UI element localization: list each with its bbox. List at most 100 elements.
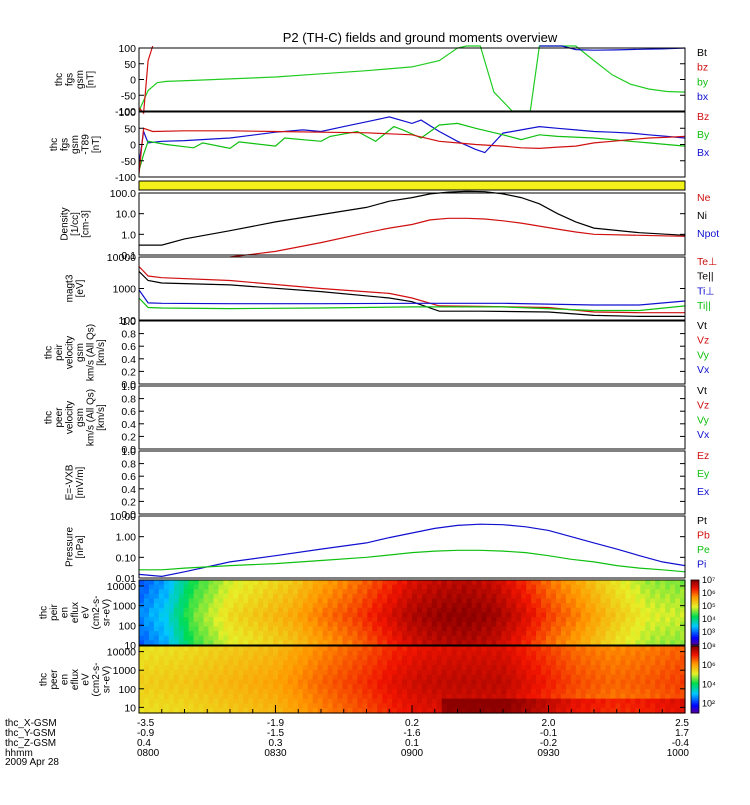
spectrogram-cell <box>193 693 200 700</box>
spectrogram-cell <box>471 665 478 671</box>
spectrogram-cell <box>630 646 636 652</box>
spectrogram-cell <box>675 635 681 641</box>
spectrogram-cell <box>357 684 363 690</box>
spectrogram-cell <box>362 684 368 690</box>
spectrogram-cell <box>347 580 354 586</box>
spectrogram-cell <box>173 646 180 652</box>
spectrogram-cell <box>491 580 497 586</box>
spectrogram-cell <box>436 612 443 618</box>
spectrogram-cell <box>297 612 304 618</box>
spectrogram-cell <box>352 631 358 637</box>
spectrogram-cell <box>481 689 488 695</box>
spectrogram-cell <box>451 646 458 652</box>
spectrogram-cell <box>600 679 607 685</box>
spectrogram-cell <box>357 650 363 657</box>
spectrogram-cell <box>277 669 284 676</box>
spectrogram-cell <box>630 674 636 681</box>
spectrogram-cell <box>382 708 388 714</box>
spectrogram-cell <box>526 603 532 609</box>
spectrogram-cell <box>625 703 631 709</box>
spectrogram-cell <box>670 703 676 709</box>
spectrogram-cell <box>302 631 309 637</box>
spectrogram-cell <box>536 660 542 666</box>
spectrogram-cell <box>297 665 304 671</box>
spectrogram-cell <box>322 607 329 614</box>
spectrogram-cell <box>287 665 294 671</box>
spectrogram-cell <box>397 593 403 600</box>
spectrogram-cell <box>277 603 284 609</box>
spectrogram-cell <box>610 650 617 657</box>
spectrogram-cell <box>516 621 522 628</box>
spectrogram-cell <box>665 580 671 586</box>
spectrogram-cell <box>491 635 497 641</box>
spectrogram-cell <box>521 665 527 671</box>
spectrogram-cell <box>412 626 418 632</box>
spectrogram-cell <box>446 669 453 676</box>
spectrogram-cell <box>516 580 522 586</box>
spectrogram-cell <box>178 655 185 661</box>
spectrogram-cell <box>640 679 646 685</box>
spectrogram-cell <box>426 580 433 586</box>
spectrogram-cell <box>248 607 254 614</box>
spectrogram-cell <box>486 674 493 681</box>
spectrogram-cell <box>178 684 185 690</box>
spectrogram-cell <box>173 631 180 637</box>
spectrogram-cell <box>273 617 279 623</box>
spectrogram-cell <box>412 635 418 641</box>
spectrogram-cell <box>392 631 398 637</box>
spectrogram-cell <box>233 593 239 600</box>
spectrogram-cell <box>555 603 562 609</box>
spectrogram-cell <box>392 607 398 614</box>
spectrogram-cell <box>506 684 512 690</box>
spectrogram-cell <box>610 708 617 714</box>
spectrogram-cell <box>322 589 329 595</box>
spectrogram-cell <box>332 698 339 705</box>
spectrogram-cell <box>536 589 542 595</box>
spectrogram-cell <box>416 640 423 646</box>
spectrogram-cell <box>456 703 463 709</box>
spectrogram-cell <box>506 703 512 709</box>
spectrogram-cell <box>456 655 463 661</box>
spectrogram-cell <box>421 617 428 623</box>
spectrogram-cell <box>163 584 170 590</box>
spectrogram-cell <box>248 660 254 666</box>
spectrogram-cell <box>407 626 413 632</box>
spectrogram-cell <box>193 679 200 685</box>
spectrogram-cell <box>233 684 239 690</box>
spectrogram-cell <box>317 708 324 714</box>
spectrogram-cell <box>431 617 438 623</box>
colorbar-cell <box>691 681 699 684</box>
spectrogram-cell <box>436 703 443 709</box>
spectrogram-cell <box>660 635 666 641</box>
spectrogram-cell <box>223 612 229 618</box>
spectrogram-cell <box>337 603 344 609</box>
spectrogram-cell <box>402 635 408 641</box>
spectrogram-cell <box>253 612 259 618</box>
spectrogram-cell <box>367 689 373 695</box>
spectrogram-cell <box>441 603 448 609</box>
spectrogram-cell <box>670 593 676 600</box>
spectrogram-cell <box>317 674 324 681</box>
spectrogram-cell <box>213 655 220 661</box>
spectrogram-cell <box>441 617 448 623</box>
spectrogram-cell <box>198 631 205 637</box>
colorbar-cell <box>691 646 699 649</box>
spectrogram-cell <box>203 631 210 637</box>
spectrogram-cell <box>575 593 582 600</box>
spectrogram-cell <box>655 584 661 590</box>
spectrogram-cell <box>600 693 607 700</box>
spectrogram-cell <box>238 684 244 690</box>
spectrogram-cell <box>486 580 493 586</box>
spectrogram-cell <box>218 635 224 641</box>
spectrogram-cell <box>198 665 205 671</box>
spectrogram-cell <box>436 598 443 604</box>
spectrogram-cell <box>158 612 165 618</box>
spectrogram-cell <box>476 684 483 690</box>
spectrogram-cell <box>193 703 200 709</box>
spectrogram-cell <box>441 679 448 685</box>
spectrogram-cell <box>287 689 294 695</box>
y-axis-label: thc <box>38 606 49 619</box>
spectrogram-cell <box>595 626 602 632</box>
spectrogram-cell <box>590 621 597 628</box>
